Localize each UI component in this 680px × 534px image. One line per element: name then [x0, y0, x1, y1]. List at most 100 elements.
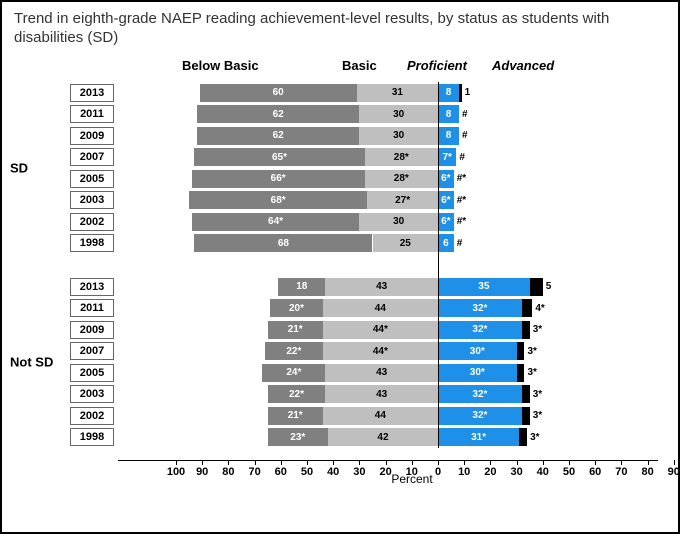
data-row: 20134318355 [70, 276, 658, 298]
header-basic: Basic [342, 58, 377, 73]
seg-basic: 27* [367, 191, 438, 209]
label-advanced: 3* [527, 342, 536, 360]
x-tick [464, 460, 465, 465]
label-advanced: 3* [533, 407, 542, 425]
label-advanced: # [462, 127, 468, 145]
seg-basic: 44 [323, 407, 438, 425]
year-label: 1998 [70, 234, 114, 252]
seg-proficient: 8 [438, 105, 459, 123]
seg-proficient: 30* [438, 364, 517, 382]
bar-track: 30628# [118, 105, 658, 123]
x-tick [438, 460, 439, 465]
seg-proficient: 30* [438, 342, 517, 360]
bar-track: 25686# [118, 234, 658, 252]
bar-track: 28*65*7*# [118, 148, 658, 166]
seg-advanced [522, 407, 530, 425]
seg-below-basic: 68* [189, 191, 367, 209]
x-tick [202, 460, 203, 465]
x-axis: 1009080706050403020100102030405060708090… [70, 460, 658, 496]
group-label-notsd: Not SD [10, 355, 53, 370]
bar-track: 3064*6*#* [118, 213, 658, 231]
seg-below-basic: 22* [265, 342, 323, 360]
label-advanced: #* [457, 170, 466, 188]
seg-basic: 44* [323, 321, 438, 339]
label-advanced: 4* [535, 299, 544, 317]
seg-below-basic: 23* [268, 428, 328, 446]
data-row: 19984223*31*3* [70, 427, 658, 449]
seg-proficient: 6 [438, 234, 454, 252]
label-advanced: #* [457, 191, 466, 209]
rows-sd: 2013316081201130628#200930628#200728*65*… [70, 82, 658, 254]
x-tick [386, 460, 387, 465]
data-row: 201130628# [70, 104, 658, 126]
group-sd: SD 2013316081201130628#200930628#200728*… [2, 82, 678, 254]
x-tick [307, 460, 308, 465]
seg-basic: 30 [359, 127, 438, 145]
data-row: 20054324*30*3* [70, 362, 658, 384]
data-row: 200944*21*32*3* [70, 319, 658, 341]
header-advanced: Advanced [492, 58, 554, 73]
rows-notsd: 2013431835520114420*32*4*200944*21*32*3*… [70, 276, 658, 448]
label-advanced: # [459, 148, 465, 166]
chart-title: Trend in eighth-grade NAEP reading achie… [2, 2, 678, 52]
x-tick [412, 460, 413, 465]
bar-track: 4223*31*3* [118, 428, 658, 446]
seg-advanced [522, 385, 530, 403]
seg-below-basic: 21* [268, 321, 323, 339]
data-row: 20024421*32*3* [70, 405, 658, 427]
seg-advanced [519, 428, 527, 446]
seg-proficient: 8 [438, 127, 459, 145]
year-label: 2005 [70, 364, 114, 382]
seg-below-basic: 22* [268, 385, 326, 403]
seg-below-basic: 68 [194, 234, 372, 252]
seg-proficient: 35 [438, 278, 530, 296]
seg-advanced [459, 84, 462, 102]
bar-track: 44*21*32*3* [118, 321, 658, 339]
seg-advanced [522, 299, 532, 317]
label-advanced: 1 [465, 84, 471, 102]
bar-track: 4420*32*4* [118, 299, 658, 317]
bar-track: 44*22*30*3* [118, 342, 658, 360]
seg-below-basic: 60 [200, 84, 357, 102]
year-label: 2009 [70, 127, 114, 145]
bar-track: 4318355 [118, 278, 658, 296]
bar-track: 4322*32*3* [118, 385, 658, 403]
data-row: 200528*66*6*#* [70, 168, 658, 190]
x-tick [543, 460, 544, 465]
x-tick [228, 460, 229, 465]
data-row: 200327*68*6*#* [70, 190, 658, 212]
data-row: 20023064*6*#* [70, 211, 658, 233]
x-axis-title: Percent [118, 472, 680, 486]
seg-basic: 43 [325, 364, 438, 382]
year-label: 2013 [70, 84, 114, 102]
bar-track: 28*66*6*#* [118, 170, 658, 188]
seg-below-basic: 66* [192, 170, 365, 188]
seg-below-basic: 65* [194, 148, 364, 166]
data-row: 199825686# [70, 233, 658, 255]
seg-basic: 44 [323, 299, 438, 317]
seg-proficient: 7* [438, 148, 456, 166]
seg-below-basic: 24* [262, 364, 325, 382]
bar-track: 316081 [118, 84, 658, 102]
seg-advanced [530, 278, 543, 296]
x-axis-line [118, 460, 658, 461]
x-tick [176, 460, 177, 465]
x-tick [595, 460, 596, 465]
seg-basic: 43 [325, 278, 438, 296]
x-tick [281, 460, 282, 465]
header-proficient: Proficient [407, 58, 467, 73]
data-row: 200728*65*7*# [70, 147, 658, 169]
seg-proficient: 6* [438, 213, 454, 231]
bar-track: 4324*30*3* [118, 364, 658, 382]
seg-basic: 28* [365, 170, 438, 188]
x-tick [517, 460, 518, 465]
label-advanced: 3* [533, 321, 542, 339]
x-tick [359, 460, 360, 465]
label-advanced: #* [457, 213, 466, 231]
x-tick [569, 460, 570, 465]
x-tick [490, 460, 491, 465]
seg-below-basic: 62 [197, 127, 359, 145]
data-row: 20034322*32*3* [70, 384, 658, 406]
year-label: 2002 [70, 407, 114, 425]
year-label: 2011 [70, 105, 114, 123]
